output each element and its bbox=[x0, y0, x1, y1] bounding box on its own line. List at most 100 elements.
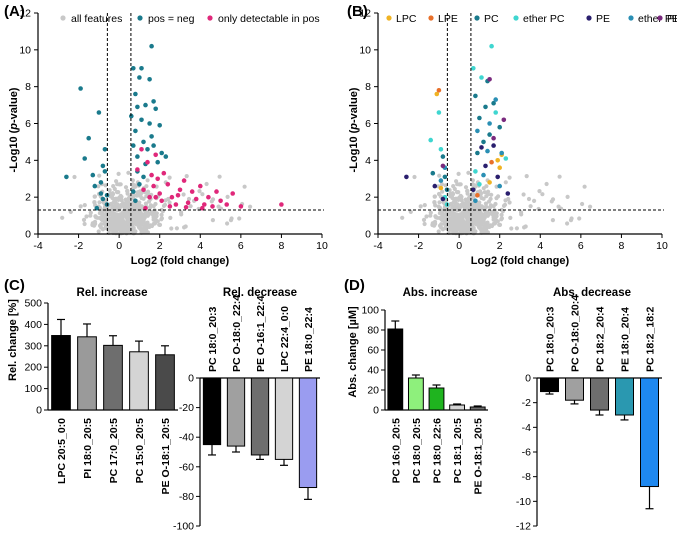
background-point bbox=[497, 222, 502, 227]
point-lpc bbox=[495, 158, 501, 163]
point-ether-pe bbox=[473, 198, 478, 204]
point-pos-neg bbox=[151, 99, 156, 104]
background-point bbox=[473, 229, 478, 234]
background-point bbox=[116, 204, 121, 209]
category-label: PE O-16:1_22:4 bbox=[255, 295, 267, 372]
point-pos-neg bbox=[100, 163, 106, 169]
background-point bbox=[441, 200, 446, 205]
background-point bbox=[482, 215, 487, 220]
point-only-detectable-in-pos bbox=[238, 204, 244, 209]
point-ether-pe bbox=[499, 150, 505, 156]
panel-b-label: (B) bbox=[347, 3, 368, 20]
point-lpc bbox=[434, 91, 440, 97]
background-point bbox=[88, 210, 93, 215]
background-point bbox=[78, 204, 83, 209]
bar bbox=[155, 354, 175, 411]
y-tick-label: -100 bbox=[173, 521, 194, 533]
background-point bbox=[450, 192, 456, 197]
point-only-detectable-in-pos bbox=[157, 191, 162, 196]
background-point bbox=[182, 225, 187, 230]
panel-c-label: (C) bbox=[4, 277, 25, 294]
point-only-detectable-in-pos bbox=[189, 189, 195, 194]
background-point bbox=[97, 173, 102, 178]
point-pc bbox=[477, 115, 482, 121]
legend-marker-pos-neg bbox=[137, 15, 143, 21]
point-pos-neg bbox=[133, 91, 138, 97]
point-pos-neg bbox=[133, 128, 138, 134]
background-point bbox=[92, 194, 97, 199]
background-point bbox=[474, 216, 479, 222]
legend-label-pi: PI bbox=[667, 13, 677, 25]
background-point bbox=[447, 217, 452, 222]
x-tick-label: 8 bbox=[619, 240, 625, 252]
y-tick-label: 6 bbox=[25, 118, 31, 130]
bar bbox=[226, 377, 246, 447]
background-point bbox=[565, 194, 570, 199]
bar bbox=[298, 377, 318, 489]
y-tick-label: 500 bbox=[24, 298, 42, 310]
background-point bbox=[200, 192, 205, 197]
background-point bbox=[186, 196, 192, 202]
background-point bbox=[522, 225, 527, 230]
background-point bbox=[133, 221, 138, 226]
background-point bbox=[408, 209, 413, 214]
background-point bbox=[197, 189, 202, 194]
background-point bbox=[485, 210, 490, 215]
point-only-detectable-in-pos bbox=[135, 167, 140, 172]
point-pc bbox=[491, 100, 496, 106]
panel-d-label: (D) bbox=[344, 277, 365, 294]
background-point bbox=[499, 212, 504, 217]
background-point bbox=[144, 227, 149, 232]
y-tick-label: 100 bbox=[361, 305, 379, 317]
point-pos-neg bbox=[131, 189, 136, 194]
background-point bbox=[115, 227, 120, 232]
panel-b-axes: -4 -2 0 2 4 6 8 10 0 2 4 6 8 10 12 bbox=[359, 8, 668, 253]
point-pos-neg bbox=[141, 139, 146, 145]
background-point bbox=[449, 225, 455, 230]
background-point bbox=[418, 204, 423, 209]
point-ether-pc bbox=[493, 110, 499, 115]
background-point bbox=[148, 203, 153, 208]
x-tick-label: 2 bbox=[497, 240, 503, 252]
bar bbox=[615, 377, 634, 416]
panel-b-x-axis-label: Log2 (fold change) bbox=[471, 255, 570, 267]
y-tick-label: -8 bbox=[522, 471, 531, 483]
background-point bbox=[437, 200, 442, 205]
point-pos-neg bbox=[133, 198, 138, 204]
panel-b-y-axis-label: -Log10 (p-value) bbox=[348, 87, 360, 172]
background-point bbox=[449, 222, 454, 227]
point-lpc bbox=[497, 165, 503, 170]
background-point bbox=[151, 215, 156, 220]
point-pi bbox=[440, 163, 446, 169]
point-only-detectable-in-pos bbox=[198, 183, 203, 189]
point-pos-neg bbox=[153, 106, 158, 112]
background-point bbox=[484, 204, 489, 209]
background-point bbox=[464, 201, 470, 206]
background-point bbox=[145, 178, 150, 183]
background-point bbox=[495, 219, 500, 224]
background-point bbox=[400, 215, 405, 220]
y-tick-label: 80 bbox=[367, 325, 379, 337]
bar bbox=[387, 328, 404, 411]
category-label: PE 18:0_20:4 bbox=[620, 307, 632, 372]
background-point bbox=[473, 183, 478, 188]
background-point bbox=[481, 186, 486, 191]
point-only-detectable-in-pos bbox=[143, 205, 148, 211]
point-lpe bbox=[475, 193, 480, 198]
background-point bbox=[159, 216, 164, 221]
x-tick-label: 2 bbox=[157, 240, 163, 252]
category-label: PC 18:0_20:5 bbox=[411, 418, 423, 484]
bar bbox=[250, 377, 270, 456]
panel-d-decrease-title: Abs. decrease bbox=[553, 287, 631, 299]
bar bbox=[129, 351, 149, 411]
point-only-detectable-in-pos bbox=[151, 183, 156, 189]
background-point bbox=[521, 192, 526, 197]
background-point bbox=[503, 180, 508, 185]
legend-label-pos-neg: pos = neg bbox=[148, 13, 195, 25]
category-label: PC 18:0_20:3 bbox=[545, 306, 557, 372]
background-point bbox=[109, 222, 114, 227]
background-point bbox=[96, 184, 101, 189]
background-point bbox=[188, 204, 193, 209]
background-point bbox=[99, 212, 105, 217]
